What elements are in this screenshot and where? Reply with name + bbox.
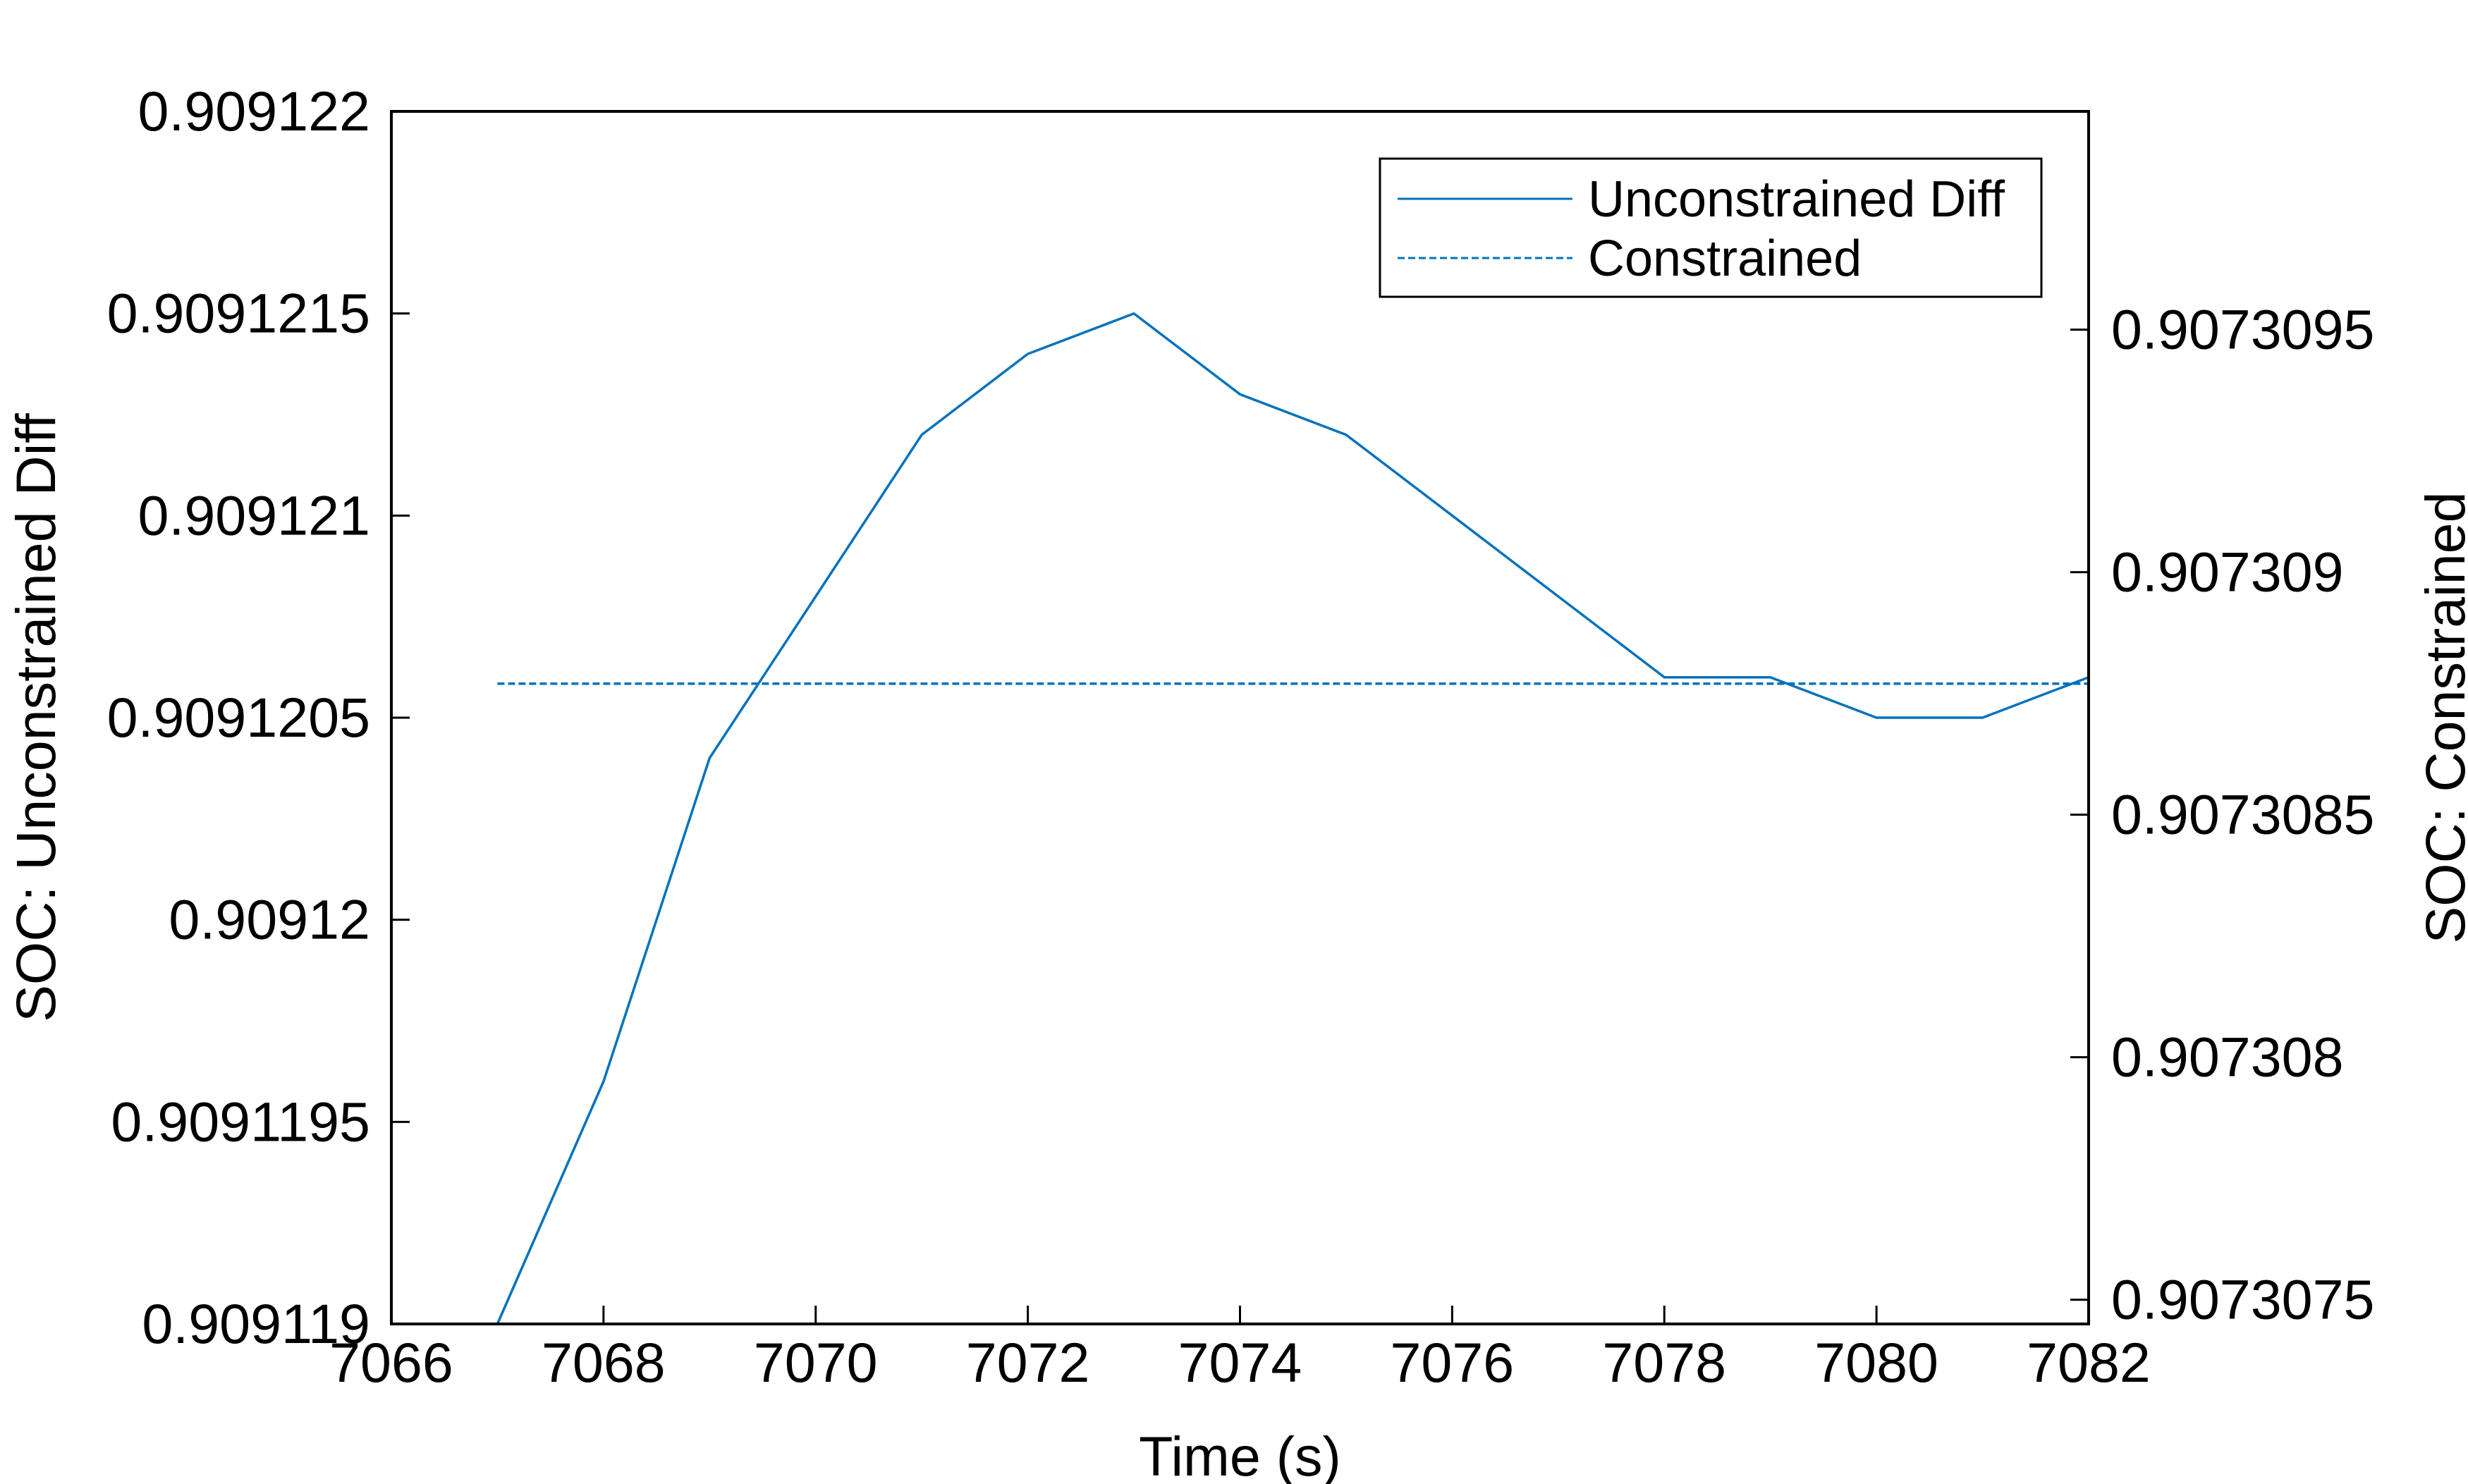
left-y-axis-title: SOC: Unconstrained Diff [4,412,67,1022]
right-y-axis-title: SOC: Constrained [2414,491,2468,943]
x-tick-label: 7072 [966,1331,1090,1394]
legend-label-unconstrained: Unconstrained Diff [1588,171,2005,228]
left-y-tick-label: 0.909121 [138,484,370,546]
x-tick-label: 7082 [2027,1331,2151,1394]
left-y-tick-label: 0.90912 [169,888,370,951]
x-tick-label: 7078 [1602,1331,1726,1394]
left-y-tick-label: 0.9091195 [111,1090,370,1153]
x-tick-label: 7076 [1391,1331,1515,1394]
legend-label-constrained: Constrained [1588,231,1862,287]
x-tick-label: 7070 [754,1331,878,1394]
x-tick-label: 7068 [542,1331,666,1394]
left-y-tick-label: 0.9091205 [107,686,370,749]
x-tick-label: 7074 [1178,1331,1302,1394]
x-tick-label: 7066 [329,1331,453,1394]
left-y-tick-label: 0.909122 [138,80,370,142]
left-y-tick-label: 0.9091215 [107,282,370,345]
right-y-tick-label: 0.9073095 [2111,298,2374,361]
legend: Unconstrained Diff Constrained [1379,157,2043,298]
series-layer [496,312,2089,1325]
ticks-layer: 7066 7068 7070 7072 7074 7076 7078 7080 70820.90… [107,80,2375,1394]
left-y-tick-label: 0.909119 [142,1292,370,1355]
right-y-tick-label: 0.907309 [2111,541,2344,603]
right-y-tick-label: 0.9073075 [2111,1268,2374,1331]
right-y-tick-label: 0.9073085 [2111,783,2374,846]
series-line-unconstrained [496,312,2089,1325]
x-tick-label: 7080 [1814,1331,1938,1394]
x-axis-title: Time (s) [1139,1425,1341,1484]
right-y-tick-label: 0.907308 [2111,1026,2344,1089]
legend-box [1379,157,2043,298]
